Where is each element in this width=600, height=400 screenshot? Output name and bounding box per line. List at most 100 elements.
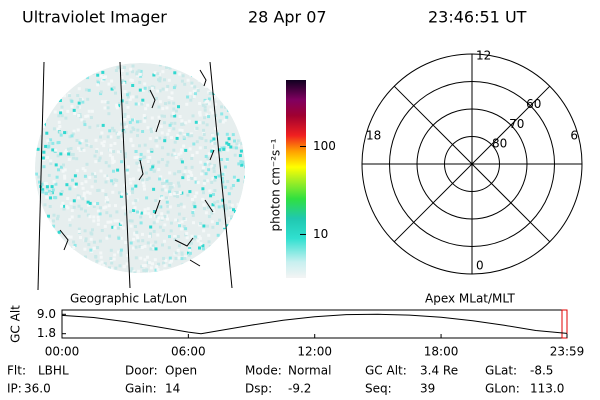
- pixel: [161, 228, 165, 232]
- pixel: [129, 224, 133, 228]
- field-value: -9.2: [288, 382, 311, 396]
- pixel: [88, 176, 92, 179]
- pixel: [94, 254, 98, 258]
- pixel: [79, 207, 83, 211]
- pixel: [176, 235, 180, 239]
- pixel: [202, 207, 206, 211]
- pixel: [82, 148, 86, 152]
- pixel: [106, 220, 110, 224]
- pixel: [157, 216, 161, 220]
- pixel: [203, 105, 207, 109]
- pixel: [178, 191, 182, 194]
- pixel: [204, 154, 208, 158]
- pixel: [150, 130, 153, 134]
- pixel: [154, 268, 158, 272]
- pixel: [241, 160, 245, 164]
- polar-grid: [361, 53, 583, 275]
- pixel: [65, 205, 69, 208]
- pixel: [192, 95, 196, 99]
- pixel: [102, 264, 106, 268]
- pixel: [128, 96, 132, 100]
- y-tick-label: 9.0: [37, 307, 56, 321]
- pixel: [166, 210, 170, 214]
- mlt-label: 12: [476, 49, 491, 63]
- pixel: [162, 121, 166, 125]
- pixel: [108, 129, 112, 133]
- pixel: [49, 191, 53, 195]
- pixel: [132, 246, 135, 250]
- pixel: [210, 180, 214, 184]
- pixel: [41, 190, 45, 194]
- pixel: [188, 251, 192, 255]
- pixel: [125, 168, 129, 172]
- pixel: [228, 206, 232, 210]
- pixel: [102, 140, 106, 144]
- pixel: [205, 123, 209, 127]
- pixel: [118, 102, 121, 106]
- pixel: [210, 164, 214, 168]
- pixel: [176, 134, 180, 138]
- pixel: [146, 207, 150, 211]
- pixel: [147, 212, 151, 216]
- pixel: [228, 200, 232, 204]
- pixel: [185, 102, 189, 106]
- pixel: [109, 214, 113, 218]
- meridian: [37, 61, 45, 291]
- pixel: [111, 225, 115, 229]
- pixel: [77, 114, 81, 117]
- pixel: [195, 140, 199, 144]
- pixel: [236, 139, 240, 143]
- pixel: [225, 132, 229, 136]
- pixel: [182, 173, 186, 177]
- pixel: [113, 226, 117, 230]
- pixel: [182, 144, 186, 148]
- pixel: [163, 136, 167, 140]
- pixel: [146, 241, 150, 245]
- pixel: [40, 182, 44, 186]
- pixel: [216, 200, 220, 204]
- pixel: [109, 248, 113, 252]
- pixel: [48, 219, 52, 223]
- pixel: [202, 229, 206, 233]
- pixel: [68, 94, 72, 98]
- pixel: [244, 175, 245, 179]
- pixel: [109, 135, 113, 139]
- pixel: [172, 127, 176, 131]
- pixel: [119, 253, 123, 257]
- pixel: [212, 169, 216, 173]
- pixel: [77, 87, 81, 91]
- pixel: [141, 264, 145, 268]
- pixel: [184, 148, 188, 152]
- pixel: [195, 126, 199, 130]
- pixel: [123, 112, 127, 116]
- pixel: [162, 256, 166, 260]
- pixel: [239, 149, 243, 153]
- pixel: [71, 152, 75, 156]
- pixel: [236, 202, 240, 206]
- pixel: [96, 222, 100, 226]
- pixel: [181, 176, 185, 180]
- pixel: [177, 105, 180, 109]
- pixel: [223, 208, 227, 212]
- pixel: [140, 102, 144, 106]
- pixel: [170, 153, 174, 157]
- pixel: [225, 115, 229, 119]
- pixel: [134, 184, 138, 188]
- pixel: [47, 141, 51, 145]
- pixel: [76, 194, 80, 198]
- pixel: [123, 117, 127, 121]
- pixel: [57, 230, 61, 234]
- pixel: [159, 124, 163, 128]
- pixel: [162, 184, 166, 188]
- pixel: [158, 136, 162, 140]
- pixel: [138, 119, 142, 123]
- pixel: [134, 225, 137, 228]
- pixel: [167, 95, 171, 99]
- pixel: [78, 98, 82, 101]
- pixel: [166, 204, 170, 208]
- pixel: [193, 205, 197, 209]
- pixel: [131, 95, 135, 99]
- pixel: [143, 258, 147, 262]
- pixel: [105, 196, 108, 200]
